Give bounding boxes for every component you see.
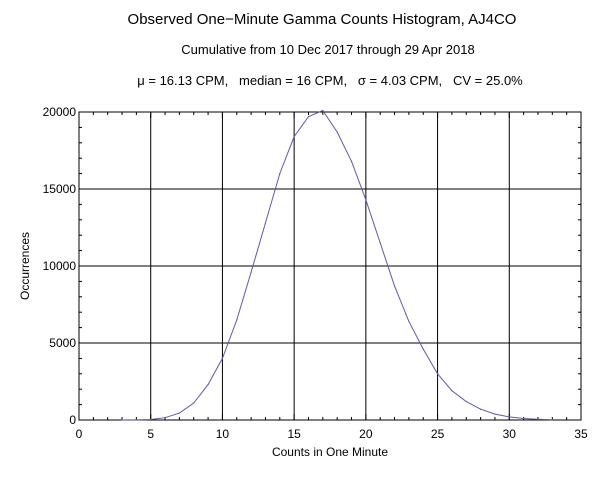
x-tick-labels: 0 5 10 15 20 25 30 35 [76,427,588,441]
grid-lines [79,112,581,420]
data-point [537,418,539,420]
x-tick-label: 15 [287,427,301,441]
data-point [379,242,381,244]
chart-stats-line: μ = 16.13 CPM, median = 16 CPM, σ = 4.03… [137,73,523,88]
data-point [465,400,467,403]
data-point [551,419,553,421]
data-point [408,320,410,323]
y-tick-labels: 0 5000 10000 15000 20000 [43,105,77,427]
x-tick-label: 10 [216,427,230,441]
y-tick-label: 10000 [43,259,77,273]
data-point [508,416,510,418]
data-point [480,408,482,410]
data-point [150,418,152,421]
x-tick-label: 5 [147,427,154,441]
data-point [350,160,353,162]
data-point [236,319,238,321]
x-tick-label: 30 [503,427,517,441]
chart-title: Observed One−Minute Gamma Counts Histogr… [128,11,517,28]
data-point [436,373,439,375]
data-point [164,417,166,419]
data-point [393,285,396,287]
x-tick-label: 0 [76,427,83,441]
x-tick-label: 20 [359,427,373,441]
data-point [135,419,137,421]
data-point [193,402,195,404]
data-point [322,109,324,112]
series-points [121,109,553,421]
y-axis-label: Occurrences [18,232,32,300]
chart-subtitle: Cumulative from 10 Dec 2017 through 29 A… [181,42,474,57]
data-point [523,417,525,420]
x-tick-label: 25 [431,427,445,441]
x-axis-label: Counts in One Minute [272,445,388,459]
y-tick-label: 20000 [43,105,77,119]
data-point [422,348,424,350]
data-point [279,173,281,175]
data-point [494,413,496,415]
data-point [365,199,367,201]
y-tick-label: 15000 [43,182,77,196]
y-tick-label: 0 [69,413,76,427]
x-tick-label: 35 [574,427,588,441]
data-point [121,419,123,421]
series-line [122,109,553,421]
data-point [336,131,338,133]
data-point [221,357,224,359]
data-point [293,136,295,138]
y-tick-label: 5000 [49,336,76,350]
data-point [264,222,267,224]
data-point [207,383,209,386]
data-point [250,271,252,273]
data-point [178,412,180,414]
data-point [307,116,310,118]
data-point [451,390,453,392]
